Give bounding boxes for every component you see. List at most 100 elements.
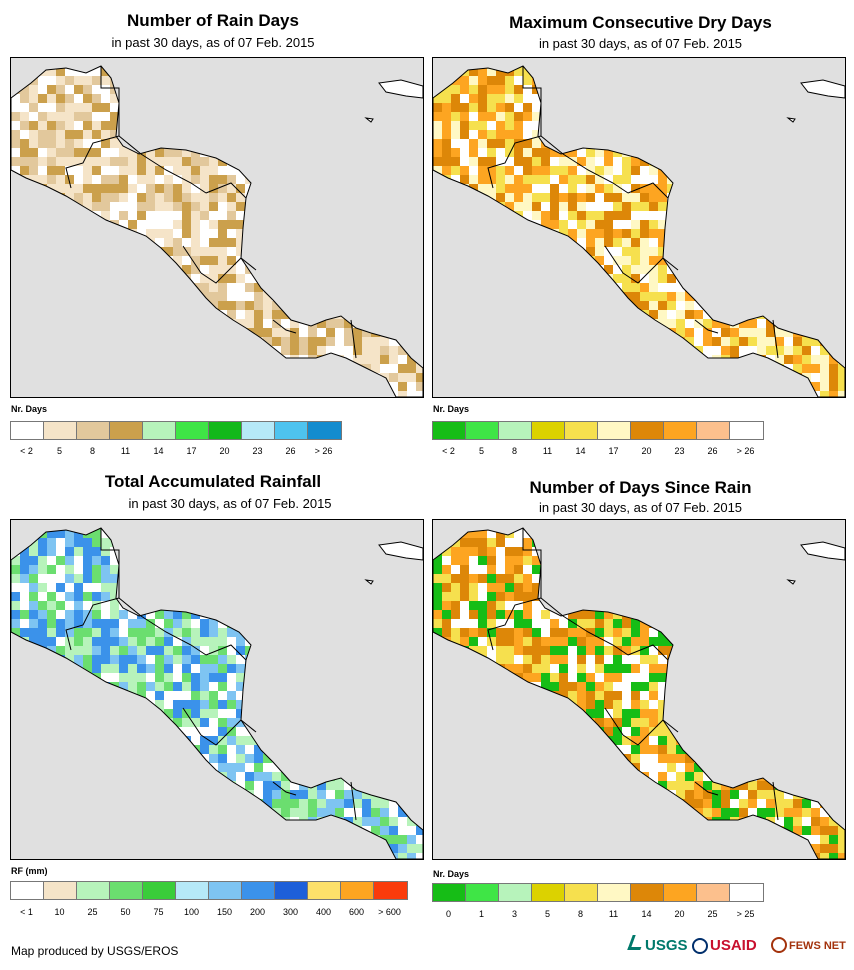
grid-cell — [811, 364, 820, 373]
grid-cell — [92, 364, 101, 373]
grid-cell — [218, 319, 227, 328]
grid-cell — [703, 364, 712, 373]
grid-cell — [200, 247, 209, 256]
grid-cell — [308, 220, 317, 229]
grid-cell — [47, 346, 56, 355]
grid-cell — [523, 193, 532, 202]
grid-cell — [173, 166, 182, 175]
grid-cell — [263, 529, 272, 538]
grid-cell — [227, 709, 236, 718]
legend-swatch — [631, 422, 664, 439]
grid-cell — [254, 175, 263, 184]
grid-cell — [335, 283, 344, 292]
grid-cell — [137, 220, 146, 229]
grid-cell — [38, 283, 47, 292]
grid-cell — [164, 67, 173, 76]
grid-cell — [317, 610, 326, 619]
grid-cell — [577, 355, 586, 364]
grid-cell — [290, 184, 299, 193]
grid-cell — [496, 364, 505, 373]
grid-cell — [137, 528, 146, 529]
grid-cell — [353, 655, 362, 664]
grid-cell — [182, 691, 191, 700]
grid-cell — [398, 700, 407, 709]
grid-cell — [317, 655, 326, 664]
grid-cell — [523, 94, 532, 103]
grid-cell — [218, 283, 227, 292]
grid-cell — [272, 67, 281, 76]
grid-cell — [92, 547, 101, 556]
grid-cell — [272, 184, 281, 193]
grid-cell — [11, 682, 20, 691]
grid-cell — [191, 274, 200, 283]
grid-cell — [568, 175, 577, 184]
grid-cell — [380, 529, 389, 538]
grid-cell — [766, 76, 775, 85]
grid-cell — [191, 94, 200, 103]
grid-cell — [469, 256, 478, 265]
grid-cell — [101, 319, 110, 328]
grid-cell — [416, 637, 423, 646]
grid-cell — [380, 601, 389, 610]
grid-cell — [155, 781, 164, 790]
grid-cell — [92, 619, 101, 628]
grid-cell — [532, 184, 541, 193]
grid-cell — [442, 202, 451, 211]
grid-cell — [631, 148, 640, 157]
grid-cell — [820, 310, 829, 319]
legend-swatch — [532, 422, 565, 439]
grid-cell — [577, 274, 586, 283]
grid-cell — [236, 211, 245, 220]
grid-cell — [595, 85, 604, 94]
grid-cell — [326, 94, 335, 103]
grid-cell — [155, 94, 164, 103]
grid-cell — [721, 301, 730, 310]
grid-cell — [407, 130, 416, 139]
grid-cell — [442, 283, 451, 292]
grid-cell — [344, 238, 353, 247]
grid-cell — [164, 66, 173, 67]
grid-cell — [245, 601, 254, 610]
grid-cell — [595, 256, 604, 265]
grid-cell — [263, 637, 272, 646]
grid-cell — [326, 121, 335, 130]
grid-cell — [658, 193, 667, 202]
grid-cell — [703, 103, 712, 112]
grid-cell — [694, 238, 703, 247]
grid-cell — [83, 601, 92, 610]
grid-cell — [56, 547, 65, 556]
grid-cell — [416, 364, 423, 373]
grid-cell — [371, 727, 380, 736]
grid-cell — [496, 247, 505, 256]
legend-tick-label: 11 — [542, 446, 553, 456]
grid-cell — [299, 583, 308, 592]
grid-cell — [649, 274, 658, 283]
grid-cell — [20, 337, 29, 346]
grid-cell — [371, 391, 380, 397]
grid-cell — [389, 646, 398, 655]
grid-cell — [371, 601, 380, 610]
grid-cell — [514, 157, 523, 166]
grid-cell — [227, 565, 236, 574]
grid-cell — [326, 628, 335, 637]
grid-cell — [667, 256, 676, 265]
grid-cell — [685, 202, 694, 211]
grid-cell — [227, 67, 236, 76]
grid-cell — [766, 265, 775, 274]
grid-cell — [784, 247, 793, 256]
grid-cell — [407, 529, 416, 538]
grid-cell — [407, 718, 416, 727]
grid-cell — [730, 139, 739, 148]
grid-cell — [272, 655, 281, 664]
grid-cell — [559, 157, 568, 166]
grid-cell — [11, 193, 20, 202]
grid-cell — [128, 763, 137, 772]
grid-cell — [748, 301, 757, 310]
grid-cell — [299, 601, 308, 610]
grid-cell — [263, 682, 272, 691]
grid-cell — [748, 139, 757, 148]
grid-cell — [478, 292, 487, 301]
grid-cell — [155, 76, 164, 85]
grid-cell — [92, 538, 101, 547]
grid-cell — [245, 754, 254, 763]
